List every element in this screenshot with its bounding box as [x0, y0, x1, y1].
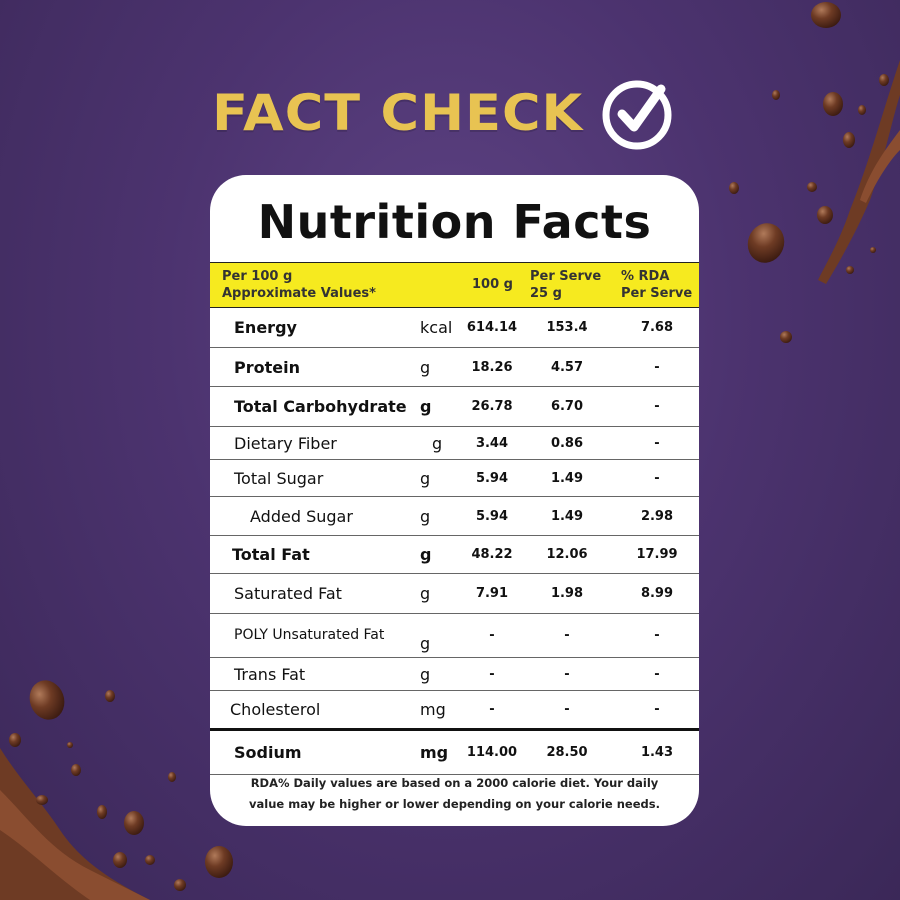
nutrient-name: Added Sugar — [250, 506, 353, 526]
value-rda: - — [654, 628, 660, 643]
basis-line-2: Approximate Values* — [222, 286, 376, 301]
nutrient-name: Total Carbohydrate — [234, 397, 407, 416]
value-rda: 7.68 — [640, 320, 674, 335]
value-per-serve: 1.49 — [550, 508, 584, 524]
nutrient-name: Trans Fat — [234, 664, 306, 684]
value-per-100g: 26.78 — [471, 399, 513, 414]
value-per-100g: 18.26 — [471, 359, 513, 375]
value-per-serve: 1.98 — [550, 586, 584, 601]
nutrient-name: Protein — [234, 357, 300, 377]
rda-footnote: RDA% Daily values are based on a 2000 ca… — [224, 773, 685, 815]
column-header-per-serve: Per Serve 25 g — [530, 268, 601, 302]
nutrition-facts-title: Nutrition Facts — [257, 195, 652, 249]
per-serve-line-1: Per Serve — [530, 269, 602, 284]
value-per-100g: 5.94 — [475, 508, 509, 524]
nutrient-unit: g — [420, 634, 431, 653]
value-per-serve: 28.50 — [546, 745, 588, 760]
value-per-100g: 614.14 — [466, 320, 518, 335]
nutrient-row-trans-fat: Trans Fat g - - - — [210, 658, 699, 691]
basis-label: Per 100 g Approximate Values* — [222, 268, 376, 302]
nutrient-row-sodium: Sodium mg 114.00 28.50 1.43 — [210, 731, 699, 775]
nutrient-name: Energy — [234, 318, 297, 337]
value-per-serve: 1.49 — [550, 470, 584, 486]
value-rda: 17.99 — [636, 547, 678, 562]
column-header-rda: % RDA Per Serve — [621, 268, 692, 302]
value-rda: - — [654, 399, 660, 414]
value-per-100g: 114.00 — [466, 745, 518, 760]
nutrient-name: Saturated Fat — [234, 584, 342, 603]
nutrient-unit: g — [420, 506, 431, 526]
value-per-serve: 6.70 — [550, 399, 584, 414]
nutrient-unit: mg — [420, 743, 449, 762]
value-per-serve: 0.86 — [550, 435, 584, 451]
nutrient-row-energy: Energy kcal 614.14 153.4 7.68 — [210, 308, 699, 348]
rda-line-1: % RDA — [621, 269, 670, 284]
value-rda: - — [654, 666, 660, 682]
value-rda: 8.99 — [640, 586, 674, 601]
value-rda: - — [654, 435, 660, 451]
nutrition-rows: Energy kcal 614.14 153.4 7.68 Protein g … — [210, 308, 699, 775]
nutrient-unit: g — [432, 433, 443, 453]
value-rda: - — [654, 702, 660, 717]
nutrient-unit: g — [420, 664, 431, 684]
value-per-serve: 12.06 — [546, 547, 588, 562]
nutrient-unit: g — [420, 584, 431, 603]
nutrient-unit: g — [420, 357, 431, 377]
value-per-100g: - — [489, 702, 495, 717]
nutrient-row-total-carbohydrate: Total Carbohydrate g 26.78 6.70 - — [210, 387, 699, 427]
nutrient-unit: mg — [420, 700, 446, 719]
value-per-100g: 5.94 — [475, 470, 509, 486]
value-rda: 2.98 — [640, 508, 674, 524]
value-rda: - — [654, 359, 660, 375]
footnote-line-1: RDA% Daily values are based on a 2000 ca… — [250, 776, 659, 790]
fact-check-title: FACT CHECK — [212, 84, 584, 142]
nutrient-unit: g — [420, 468, 431, 488]
nutrition-table-header: Per 100 g Approximate Values* 100 g Per … — [210, 262, 699, 308]
nutrient-name: Sodium — [234, 743, 302, 762]
nutrient-row-cholesterol: Cholesterol mg - - - — [210, 691, 699, 731]
value-per-100g: 48.22 — [471, 547, 513, 562]
nutrient-name: Cholesterol — [230, 700, 321, 719]
check-circle-icon — [602, 80, 672, 150]
footnote-line-2: value may be higher or lower depending o… — [249, 797, 660, 811]
column-header-100g: 100 g — [472, 277, 513, 292]
value-per-serve: 4.57 — [550, 359, 584, 375]
value-rda: - — [654, 470, 660, 486]
rda-line-2: Per Serve — [621, 286, 693, 301]
value-per-serve: - — [564, 628, 570, 643]
value-per-serve: 153.4 — [546, 320, 588, 335]
per-serve-line-2: 25 g — [530, 286, 562, 301]
value-per-serve: - — [564, 666, 570, 682]
basis-line-1: Per 100 g — [222, 269, 293, 284]
fact-check-header: FACT CHECK — [0, 68, 900, 158]
nutrient-name: Dietary Fiber — [234, 433, 337, 453]
nutrient-name: Total Fat — [232, 545, 310, 564]
value-per-100g: - — [489, 666, 495, 682]
nutrient-unit: kcal — [420, 318, 453, 337]
value-per-100g: 3.44 — [475, 435, 509, 451]
nutrient-row-total-sugar: Total Sugar g 5.94 1.49 - — [210, 460, 699, 497]
value-per-serve: - — [564, 702, 570, 717]
nutrition-facts-panel: Nutrition Facts Per 100 g Approximate Va… — [210, 175, 699, 826]
nutrient-row-protein: Protein g 18.26 4.57 - — [210, 348, 699, 387]
value-per-100g: - — [489, 628, 495, 643]
nutrient-name: POLY Unsaturated Fat — [234, 627, 385, 643]
nutrient-row-added-sugar: Added Sugar g 5.94 1.49 2.98 — [210, 497, 699, 536]
nutrient-name: Total Sugar — [234, 468, 324, 488]
nutrient-row-dietary-fiber: Dietary Fiber g 3.44 0.86 - — [210, 427, 699, 460]
nutrient-row-total-fat: Total Fat g 48.22 12.06 17.99 — [210, 536, 699, 574]
nutrient-row-saturated-fat: Saturated Fat g 7.91 1.98 8.99 — [210, 574, 699, 614]
nutrient-row-poly-unsaturated-fat: POLY Unsaturated Fat g - - - — [210, 614, 699, 658]
value-rda: 1.43 — [640, 745, 674, 760]
nutrient-unit: g — [420, 545, 432, 564]
nutrient-unit: g — [420, 397, 432, 416]
value-per-100g: 7.91 — [475, 586, 509, 601]
